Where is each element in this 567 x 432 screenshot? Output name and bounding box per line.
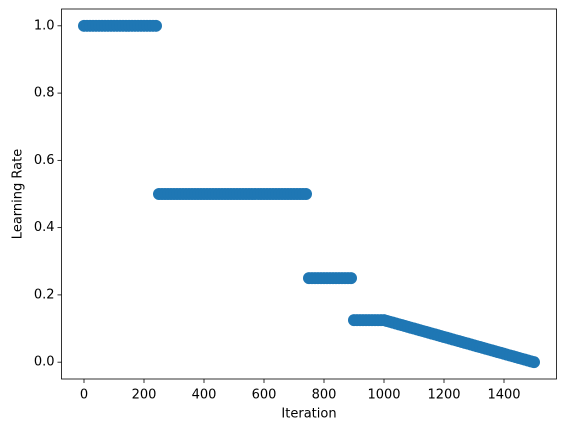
x-tick-label: 200 (132, 388, 157, 403)
y-tick-label: 0.6 (34, 153, 55, 168)
y-tick-label: 0.2 (34, 287, 55, 302)
y-tick-label: 1.0 (34, 18, 55, 33)
point (528, 356, 540, 369)
y-tick-label: 0.4 (34, 220, 55, 235)
point (345, 272, 357, 285)
x-tick-label: 1200 (427, 388, 460, 403)
y-tick-label: 0.8 (34, 86, 55, 101)
y-axis-label: Learning Rate (11, 149, 26, 239)
y-tick-label: 0.0 (34, 355, 55, 370)
x-tick-label: 1400 (487, 388, 520, 403)
x-axis-label: Iteration (281, 407, 336, 422)
point (150, 19, 162, 32)
x-tick-label: 600 (252, 388, 277, 403)
x-tick-label: 1000 (367, 388, 400, 403)
x-tick-label: 0 (80, 388, 88, 403)
x-tick-label: 400 (192, 388, 217, 403)
x-tick-label: 800 (312, 388, 337, 403)
plot-frame (61, 8, 557, 380)
point (300, 188, 312, 200)
